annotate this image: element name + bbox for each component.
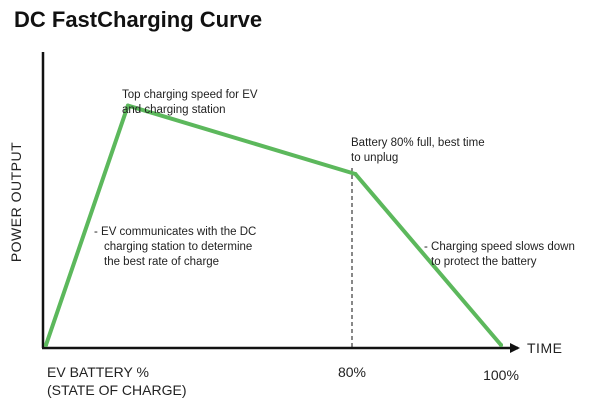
annotation-slowdown-line-2: to protect the battery	[431, 256, 537, 268]
y-axis-label: POWER OUTPUT	[8, 142, 24, 262]
curve-point-0	[44, 343, 48, 347]
annotation-ramp-line-1: - EV communicates with the DC	[94, 226, 256, 238]
annotation-peak-line-1: Top charging speed for EV	[122, 89, 258, 101]
annotation-80-line-1: Battery 80% full, best time	[351, 137, 485, 149]
curve-point-1	[125, 103, 130, 108]
annotation-slowdown-line-1: - Charging speed slows down	[424, 241, 575, 253]
x-axis-label-line-1: EV BATTERY %	[47, 364, 149, 380]
x-tick-100: 100%	[483, 367, 519, 383]
curve-point-2	[353, 172, 358, 176]
charging-curve-line	[44, 103, 503, 347]
x-axis-label-line-2: (STATE OF CHARGE)	[47, 382, 186, 398]
x-axis-end-label: TIME	[527, 340, 562, 356]
annotation-80-line-2: to unplug	[351, 152, 398, 164]
chart-title: DC FastCharging Curve	[14, 7, 262, 32]
x-tick-80: 80%	[338, 364, 366, 380]
curve-point-3	[499, 343, 503, 347]
annotation-ramp-line-3: the best rate of charge	[104, 256, 219, 268]
annotation-peak-line-2: and charging station	[122, 104, 226, 116]
annotation-ramp-line-2: charging station to determine	[104, 241, 252, 253]
